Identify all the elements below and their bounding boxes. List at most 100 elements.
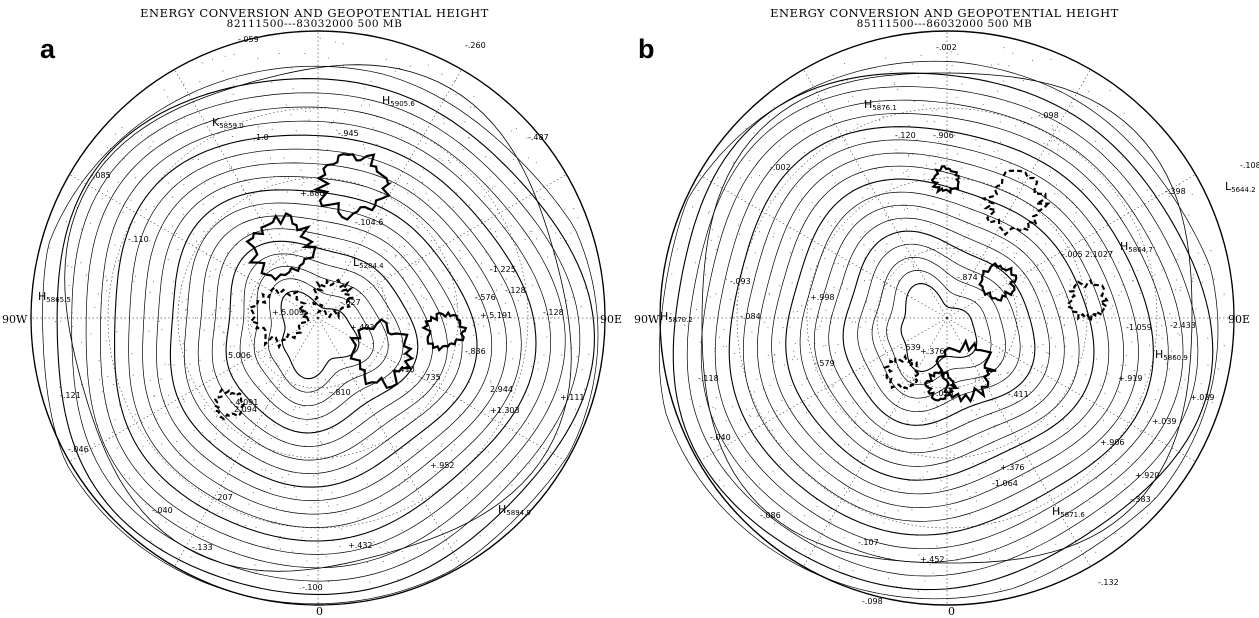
conversion-value-label: -.874 — [957, 273, 978, 282]
pressure-center-label: H5871.6 — [1052, 505, 1085, 519]
map-panel-a: ENERGY CONVERSION AND GEOPOTENTIAL HEIGH… — [0, 0, 629, 618]
conversion-value-label: -.132 — [1098, 578, 1119, 587]
conversion-value-label: -.110 — [128, 235, 149, 244]
conversion-value-label: +.5.009 — [272, 308, 304, 317]
conversion-value-label: +.880 — [300, 189, 325, 198]
outer-height-contour — [64, 64, 572, 572]
conversion-value-label: 1.0 — [256, 133, 269, 142]
conversion-value-label: +.039 — [1152, 417, 1177, 426]
pressure-center-label: L5284.4 — [353, 256, 384, 270]
lon-label-90e: 90E — [1228, 313, 1251, 326]
conversion-value-label: -.025 — [933, 389, 954, 398]
conversion-value-label: -.104.6 — [355, 218, 383, 227]
conversion-value-label: +.5.191 — [480, 311, 512, 320]
conversion-value-label: +.906 — [1100, 438, 1125, 447]
lon-label-0: 0 — [948, 605, 955, 618]
energy-conversion-contours — [882, 165, 1109, 404]
coastline-dots — [670, 47, 1225, 592]
conversion-value-label: +.919 — [1118, 374, 1143, 383]
conversion-value-label: -.906 — [933, 131, 954, 140]
conversion-value-label: -.108 — [1240, 161, 1259, 170]
conversion-value-label: -.207 — [212, 493, 233, 502]
conversion-value-label: +.403 — [350, 323, 375, 332]
polar-stereographic-map: H5876.1H5870.2H5864.7H5860.9H5871.6L5644… — [658, 30, 1259, 606]
map-boundary — [30, 30, 606, 606]
conversion-value-label: 2.1027 — [1085, 250, 1113, 259]
panel-letter: a — [40, 34, 56, 64]
conversion-value-label: -.120 — [895, 131, 916, 140]
conversion-value-label: +.998 — [810, 293, 835, 302]
pressure-center-label: H5865.5 — [38, 290, 71, 304]
conversion-value-label: +1.303 — [490, 406, 520, 415]
lon-label-90e: 90E — [600, 313, 623, 326]
conversion-value-label: +.452 — [920, 555, 945, 564]
conversion-value-label: -.002 — [936, 43, 957, 52]
outer-height-contour — [701, 72, 1193, 564]
meridian-line — [317, 174, 567, 319]
conversion-value-label: +.952 — [430, 461, 455, 470]
conversion-value-label: +.111 — [560, 393, 585, 402]
conversion-value-label: -.735 — [420, 373, 441, 382]
conversion-value-label: -.128 — [543, 308, 564, 317]
conversion-value-label: -.085 — [90, 171, 111, 180]
conversion-value-label: 2.944 — [490, 385, 513, 394]
conversion-value-label: -.098 — [1038, 111, 1059, 120]
conversion-value-label: -.945 — [338, 129, 359, 138]
conversion-value-label: -.383 — [1130, 495, 1151, 504]
conversion-value-label: +.432 — [348, 541, 373, 550]
conversion-value-label: -.100 — [302, 583, 323, 592]
conversion-value-label: -.836 — [465, 347, 486, 356]
pressure-center-label: K5859.0 — [212, 116, 244, 130]
height-contours — [658, 60, 1219, 600]
energy-conversion-contours — [213, 152, 468, 421]
conversion-value-label: -.487 — [528, 133, 549, 142]
conversion-value-label: -.639 — [900, 343, 921, 352]
panel-letter: b — [638, 34, 655, 64]
conversion-value-label: -.810 — [330, 388, 351, 397]
conversion-value-label: -.576 — [475, 293, 496, 302]
conversion-value-label: -.410 — [394, 365, 415, 374]
conversion-value-label: -.260 — [465, 41, 486, 50]
conversion-value-label: -.059 — [238, 35, 259, 44]
lon-label-90w: 90W — [2, 313, 28, 326]
lon-label-0: 0 — [316, 605, 323, 618]
conversion-value-label: -.002 — [770, 163, 791, 172]
pressure-center-label: H5864.7 — [1120, 240, 1153, 254]
conversion-value-label: -.133 — [192, 543, 213, 552]
map-subtitle: 82111500---83032000 500 MB — [226, 18, 403, 30]
map-panel-b: ENERGY CONVERSION AND GEOPOTENTIAL HEIGH… — [630, 0, 1259, 618]
meridian-line — [698, 317, 948, 462]
lon-label-90w: 90W — [634, 313, 660, 326]
conversion-value-label: -.118 — [698, 374, 719, 383]
meridian-line — [69, 174, 319, 319]
conversion-value-label: -.107 — [858, 538, 879, 547]
conversion-value-label: +.920 — [1135, 471, 1160, 480]
conversion-value-label: -.411 — [1008, 390, 1029, 399]
map-title: ENERGY CONVERSION AND GEOPOTENTIAL HEIGH… — [770, 6, 1119, 20]
conversion-value-label: -.084 — [740, 312, 761, 321]
pressure-center-label: H5905.6 — [382, 94, 415, 108]
conversion-value-label: -.121 — [60, 391, 81, 400]
pressure-center-label: H5894.9 — [498, 503, 531, 517]
conversion-value-label: 5.006 — [228, 351, 251, 360]
conversion-value-label: +.376 — [1000, 463, 1025, 472]
conversion-value-label: +.376 — [920, 347, 945, 356]
map-subtitle: 85111500---86032000 500 MB — [856, 18, 1033, 30]
pressure-center-label: L5644.2 — [1225, 180, 1256, 194]
meridian-line — [317, 317, 462, 567]
conversion-value-label: -1.064 — [992, 479, 1018, 488]
map-boundary — [659, 30, 1235, 606]
conversion-value-label: -.005 — [1062, 250, 1083, 259]
conversion-value-label: -2.433 — [1170, 321, 1196, 330]
conversion-value-label: 2.094 — [234, 405, 257, 414]
latitude-circle — [876, 247, 1018, 389]
conversion-value-label: -.398 — [1165, 187, 1186, 196]
conversion-value-label: -.098 — [862, 597, 883, 606]
conversion-value-label: -.128 — [505, 286, 526, 295]
conversion-value-label: -.093 — [730, 277, 751, 286]
conversion-value-label: -1.225 — [490, 265, 516, 274]
meridian-line — [946, 174, 1196, 319]
conversion-value-label: -.4.091 — [230, 398, 258, 407]
height-contours — [42, 65, 599, 605]
conversion-value-label: -1.059 — [1126, 323, 1152, 332]
